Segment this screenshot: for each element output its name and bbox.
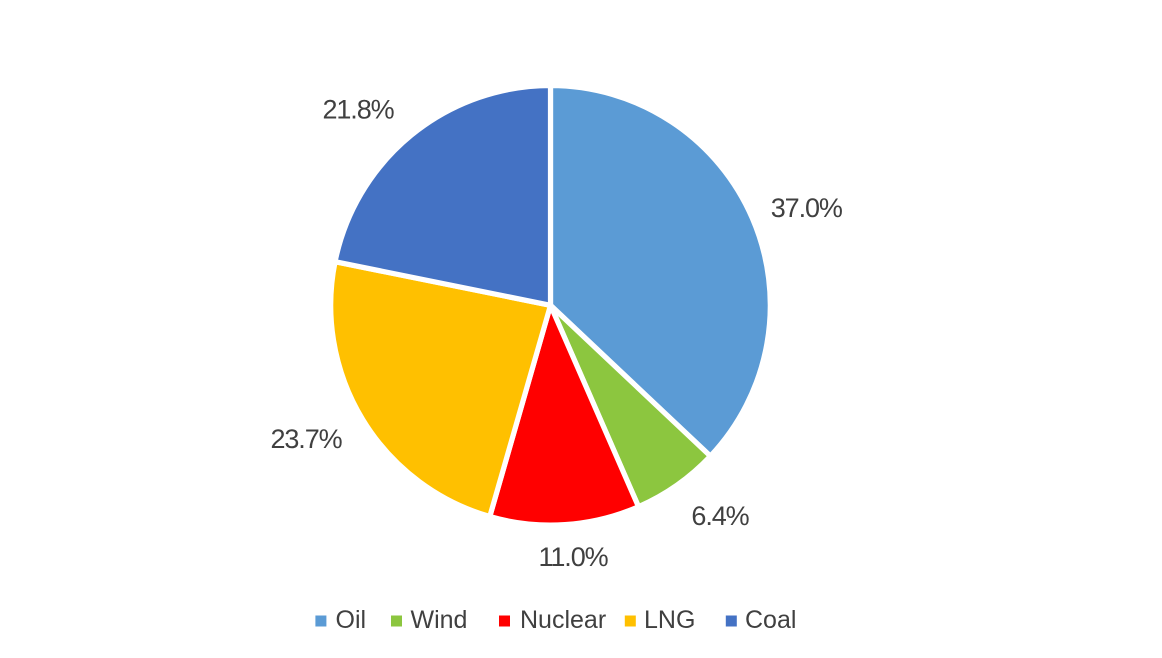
svg-text:11.0%: 11.0%: [538, 542, 608, 572]
svg-text:Oil: Oil: [336, 606, 367, 634]
svg-text:Nuclear: Nuclear: [520, 606, 606, 634]
svg-text:23.7%: 23.7%: [270, 424, 342, 454]
svg-text:21.8%: 21.8%: [322, 94, 394, 124]
svg-text:Coal: Coal: [745, 606, 796, 634]
svg-text:37.0%: 37.0%: [771, 193, 843, 223]
svg-text:6.4%: 6.4%: [691, 501, 749, 531]
svg-text:LNG: LNG: [644, 606, 695, 634]
svg-text:Wind: Wind: [411, 606, 468, 634]
